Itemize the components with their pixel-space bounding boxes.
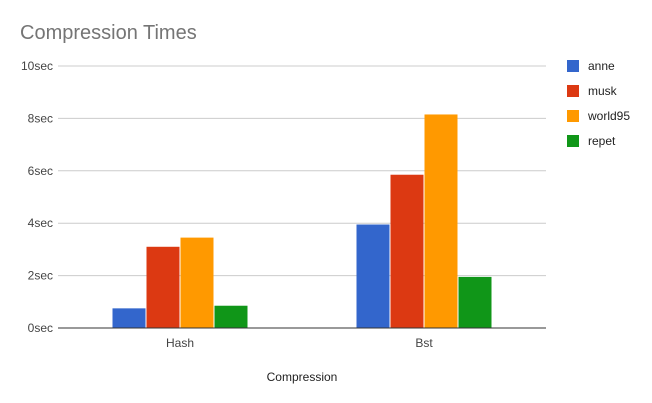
y-tick-label: 8sec <box>28 111 53 125</box>
y-tick-label: 2sec <box>28 269 53 283</box>
x-axis-ticks: Hash Bst <box>166 336 433 350</box>
x-axis-title: Compression <box>267 370 338 384</box>
y-tick-label: 6sec <box>28 164 53 178</box>
legend: anne musk world95 repet <box>567 59 630 148</box>
bar-world95-bst <box>424 114 458 328</box>
legend-label-musk: musk <box>588 84 618 98</box>
bar-repet-bst <box>458 276 492 328</box>
bar-anne-bst <box>356 224 390 328</box>
legend-swatch-world95 <box>567 110 579 122</box>
bar-repet-hash <box>214 305 248 328</box>
bar-world95-hash <box>180 237 214 328</box>
y-tick-label: 4sec <box>28 216 53 230</box>
y-axis-ticks: 0sec 2sec 4sec 6sec 8sec 10sec <box>21 59 53 335</box>
legend-swatch-musk <box>567 85 579 97</box>
x-tick-label: Bst <box>415 336 433 350</box>
y-tick-label: 10sec <box>21 59 53 73</box>
legend-swatch-anne <box>567 60 579 72</box>
chart-title: Compression Times <box>20 22 197 44</box>
bars <box>58 114 546 329</box>
legend-label-world95: world95 <box>587 109 630 123</box>
x-tick-label: Hash <box>166 336 194 350</box>
bar-musk-bst <box>390 174 424 328</box>
gridlines <box>58 65 546 277</box>
bar-anne-hash <box>112 308 146 328</box>
y-tick-label: 0sec <box>28 321 53 335</box>
legend-swatch-repet <box>567 135 579 147</box>
legend-label-anne: anne <box>588 59 615 73</box>
bar-musk-hash <box>146 246 180 328</box>
legend-label-repet: repet <box>588 134 616 148</box>
